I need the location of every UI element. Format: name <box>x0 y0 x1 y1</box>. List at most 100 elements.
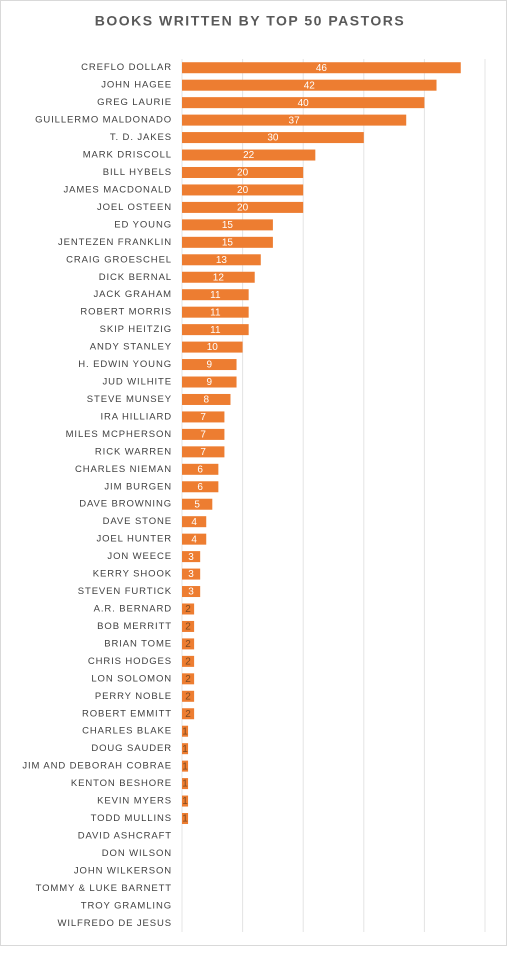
y-tick-label: WILFREDO DE JESUS <box>57 918 172 929</box>
value-label: 2 <box>185 639 191 650</box>
bar <box>182 568 201 580</box>
y-tick-label: KEVIN MYERS <box>97 796 172 807</box>
value-label: 3 <box>188 569 194 580</box>
y-tick-label: MILES MCPHERSON <box>66 429 172 440</box>
bar <box>182 725 189 737</box>
value-label: 6 <box>197 464 203 475</box>
bar <box>182 393 231 405</box>
bar <box>182 79 437 91</box>
y-tick-label: ROBERT MORRIS <box>80 307 172 318</box>
y-tick-label: ROBERT EMMITT <box>82 708 172 719</box>
bar <box>182 603 195 615</box>
bar <box>182 428 225 440</box>
chart-title: BOOKS WRITTEN BY TOP 50 PASTORS <box>95 13 405 29</box>
bar <box>182 743 189 755</box>
y-tick-label: JENTEZEN FRANKLIN <box>58 237 172 248</box>
value-label: 20 <box>237 203 249 214</box>
y-tick-label: TROY GRAMLING <box>81 900 172 911</box>
bar <box>182 516 207 528</box>
y-tick-label: BOB MERRITT <box>97 621 172 632</box>
value-label: 2 <box>185 691 191 702</box>
value-label: 5 <box>194 499 200 510</box>
bar <box>182 114 407 126</box>
y-tick-label: IRA HILLIARD <box>100 411 172 422</box>
bar <box>182 551 201 563</box>
bar <box>182 586 201 598</box>
bar <box>182 132 364 144</box>
value-label: 4 <box>191 517 197 528</box>
value-label: 1 <box>182 796 188 807</box>
bar <box>182 673 195 685</box>
bar <box>182 620 195 632</box>
value-label: 13 <box>216 255 228 266</box>
y-tick-label: T. D. JAKES <box>110 132 172 143</box>
bar <box>182 166 304 178</box>
bar <box>182 289 249 301</box>
value-label: 20 <box>237 168 249 179</box>
y-tick-label: CRAIG GROESCHEL <box>66 254 172 265</box>
value-label: 1 <box>182 779 188 790</box>
value-label: 12 <box>213 272 225 283</box>
y-tick-label: ED YOUNG <box>114 219 172 230</box>
bar <box>182 184 304 196</box>
value-label: 37 <box>289 115 301 126</box>
y-tick-label: DICK BERNAL <box>99 272 172 283</box>
bar <box>182 655 195 667</box>
value-label: 6 <box>197 482 203 493</box>
value-label: 7 <box>200 430 206 441</box>
value-label: 30 <box>267 133 279 144</box>
y-tick-label: MARK DRISCOLL <box>83 150 172 161</box>
y-tick-label: JOEL HUNTER <box>96 534 172 545</box>
y-tick-label: STEVE MUNSEY <box>87 394 172 405</box>
y-tick-label: JOEL OSTEEN <box>97 202 172 213</box>
bar <box>182 254 261 266</box>
y-tick-label: SKIP HEITZIG <box>100 324 172 335</box>
bar <box>182 236 273 248</box>
value-label: 1 <box>182 726 188 737</box>
y-tick-label: A.R. BERNARD <box>94 604 172 615</box>
value-label: 2 <box>185 657 191 668</box>
y-tick-label: TODD MULLINS <box>91 813 172 824</box>
y-tick-label: JACK GRAHAM <box>93 289 172 300</box>
bar <box>182 341 243 353</box>
bar <box>182 201 304 213</box>
y-tick-label: LON SOLOMON <box>91 673 172 684</box>
y-tick-label: BRIAN TOME <box>104 638 172 649</box>
bar <box>182 760 189 772</box>
y-tick-label: GUILLERMO MALDONADO <box>35 115 172 126</box>
y-tick-label: DAVE BROWNING <box>79 499 172 510</box>
bar <box>182 411 225 423</box>
bar <box>182 324 249 336</box>
y-tick-label: CHARLES BLAKE <box>82 726 172 737</box>
value-label: 15 <box>222 220 234 231</box>
y-tick-label: PERRY NOBLE <box>95 691 172 702</box>
value-label: 40 <box>298 98 310 109</box>
y-tick-label: DON WILSON <box>102 848 172 859</box>
bar <box>182 271 255 283</box>
y-tick-label: JAMES MACDONALD <box>63 184 172 195</box>
y-tick-label: DAVID ASHCRAFT <box>78 830 172 841</box>
bar <box>182 533 207 545</box>
y-tick-label: DAVE STONE <box>103 516 172 527</box>
value-label: 1 <box>182 761 188 772</box>
y-tick-label: JOHN HAGEE <box>101 80 172 91</box>
value-label: 4 <box>191 534 197 545</box>
value-label: 42 <box>304 80 316 91</box>
bar <box>182 149 316 161</box>
y-tick-label: H. EDWIN YOUNG <box>78 359 172 370</box>
bar <box>182 376 237 388</box>
y-tick-label: TOMMY & LUKE BARNETT <box>36 883 172 894</box>
value-label: 2 <box>185 622 191 633</box>
bar <box>182 446 225 458</box>
y-tick-label: KENTON BESHORE <box>71 778 172 789</box>
value-label: 2 <box>185 604 191 615</box>
y-tick-label: ANDY STANLEY <box>90 342 172 353</box>
value-label: 20 <box>237 185 249 196</box>
y-tick-label: JIM AND DEBORAH COBRAE <box>22 761 172 772</box>
y-tick-label: CHRIS HODGES <box>88 656 172 667</box>
value-label: 9 <box>206 377 212 388</box>
value-label: 9 <box>206 360 212 371</box>
bar <box>182 481 219 493</box>
y-tick-label: GREG LAURIE <box>97 97 172 108</box>
